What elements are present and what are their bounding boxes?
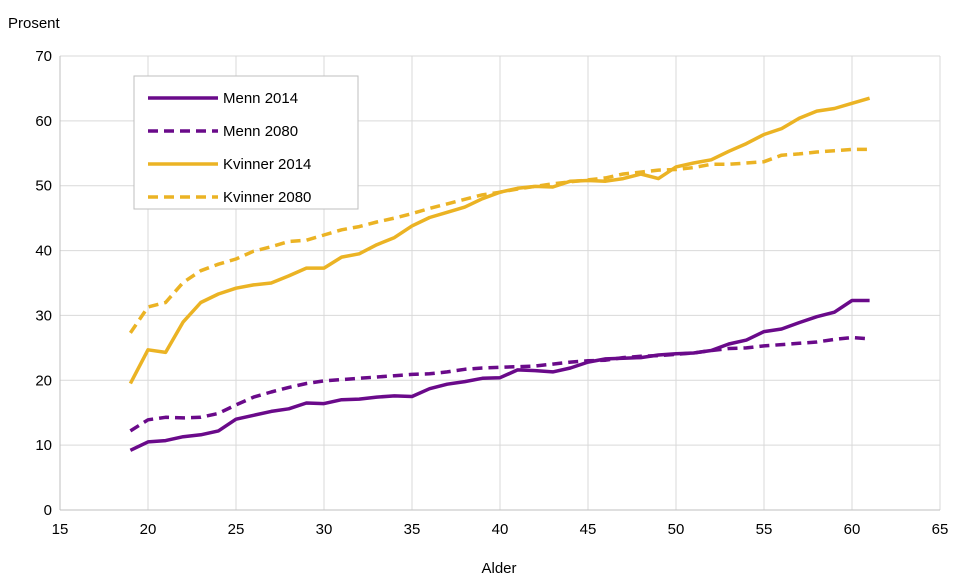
y-tick-label: 60 [35,113,52,130]
y-axis-title: Prosent [8,15,61,32]
x-tick-label: 60 [844,521,861,538]
y-tick-label: 10 [35,437,52,454]
x-tick-label: 45 [580,521,597,538]
x-axis-title: Alder [481,560,516,577]
x-tick-label: 50 [668,521,685,538]
x-tick-label: 25 [228,521,245,538]
legend: Menn 2014 Menn 2080 Kvinner 2014 Kvinner 20… [133,75,359,210]
legend-label: Kvinner 2080 [223,189,311,206]
x-tick-label: 35 [404,521,421,538]
x-tick-label: 15 [52,521,69,538]
y-tick-label: 0 [44,502,52,519]
series-lines [128,96,871,452]
x-tick-labels: 15 20 25 30 35 40 45 50 55 60 65 [52,521,949,538]
y-tick-label: 70 [35,48,52,65]
series-line-menn-2080 [129,335,870,433]
x-tick-label: 30 [316,521,333,538]
x-tick-label: 55 [756,521,773,538]
x-tick-label: 65 [932,521,949,538]
legend-label: Kvinner 2014 [223,156,311,173]
y-tick-label: 30 [35,307,52,324]
series-line-menn-2014 [129,298,870,452]
x-tick-label: 20 [140,521,157,538]
y-tick-label: 50 [35,178,52,195]
y-tick-labels: 0 10 20 30 40 50 60 70 [35,48,52,519]
legend-label: Menn 2080 [223,123,298,140]
y-tick-label: 40 [35,243,52,260]
series-line-kvinner-2080 [128,147,870,334]
axes [59,56,940,511]
x-tick-label: 40 [492,521,509,538]
y-tick-label: 20 [35,372,52,389]
legend-label: Menn 2014 [223,90,298,107]
